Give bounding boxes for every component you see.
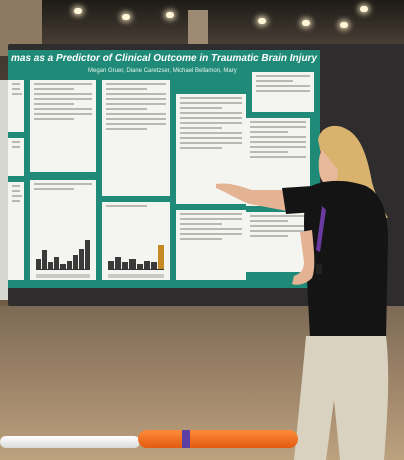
orange-poster-tube [138, 430, 298, 448]
watch [316, 264, 322, 274]
tube-band [182, 430, 190, 448]
presenter-shirt [304, 181, 388, 338]
presenter-pointing-arm [216, 183, 292, 212]
presenter-pants [294, 336, 388, 460]
presenter-lower-arm [292, 230, 314, 285]
white-poster-tube [0, 436, 140, 448]
